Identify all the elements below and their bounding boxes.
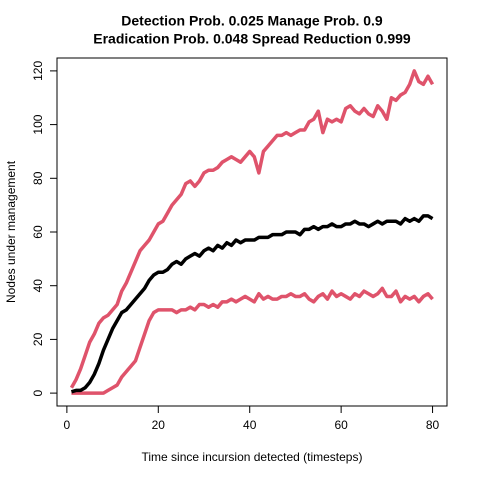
y-tick-label: 100 (31, 114, 45, 134)
x-tick-label: 40 (243, 418, 257, 432)
x-axis-label: Time since incursion detected (timesteps… (142, 450, 363, 464)
x-tick-label: 20 (152, 418, 166, 432)
series-line (70, 214, 434, 394)
y-tick-label: 40 (31, 279, 45, 293)
y-axis-label: Nodes under management (4, 160, 18, 303)
y-tick-label: 120 (31, 61, 45, 81)
x-tick-label: 80 (426, 418, 440, 432)
x-tick-label: 0 (64, 418, 71, 432)
chart-title: Detection Prob. 0.025 Manage Prob. 0.9 (121, 13, 383, 29)
series-line (69, 69, 435, 389)
x-tick-label: 60 (334, 418, 348, 432)
series-line (71, 286, 434, 395)
chart-title: Eradication Prob. 0.048 Spread Reduction… (93, 31, 411, 47)
y-tick-label: 60 (31, 225, 45, 239)
y-tick-label: 20 (31, 332, 45, 346)
y-tick-label: 0 (31, 389, 45, 396)
y-tick-label: 80 (31, 171, 45, 185)
